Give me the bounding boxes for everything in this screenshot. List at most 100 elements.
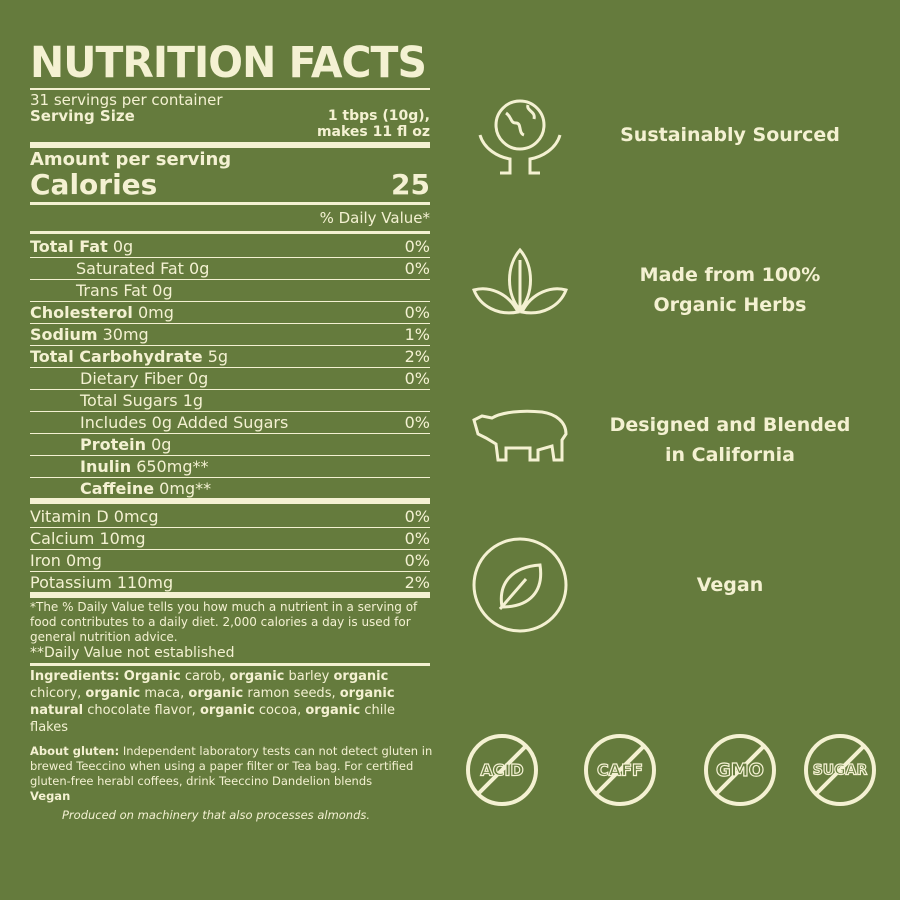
label-title: NUTRITION FACTS bbox=[30, 38, 427, 88]
ingredient-text: barley bbox=[284, 668, 334, 684]
nutrient-name: Sodium 30mg bbox=[30, 324, 149, 344]
nutrient-row: Includes 0g Added Sugars 0% bbox=[30, 412, 430, 434]
nutrient-name: Total Sugars 1g bbox=[80, 390, 204, 410]
gluten-note: About gluten: Independent laboratory tes… bbox=[30, 744, 450, 789]
feature-label: Vegan bbox=[696, 574, 764, 596]
ingredient-emphasis: organic bbox=[188, 685, 244, 701]
nutrient-dv: 0% bbox=[404, 412, 430, 432]
nutrient-row: Total Sugars 1g bbox=[30, 390, 430, 412]
nutrient-dv: 0% bbox=[404, 236, 430, 256]
vitamin-name: Potassium 110mg bbox=[30, 572, 174, 592]
divider bbox=[30, 230, 430, 234]
divider bbox=[30, 497, 430, 504]
nutrient-row: Total Fat 0g 0% bbox=[30, 236, 430, 258]
servings-per-container: 31 servings per container bbox=[30, 90, 223, 109]
badge-label: CAFF bbox=[597, 760, 643, 779]
no-sugar-icon: SUGAR bbox=[804, 734, 876, 806]
calories-value: 25 bbox=[391, 167, 430, 201]
gluten-label: About gluten: bbox=[30, 743, 120, 758]
allergen-note: Produced on machinery that also processe… bbox=[62, 807, 371, 822]
ingredient-text: chile flakes bbox=[30, 702, 395, 735]
nutrient-row: Saturated Fat 0g 0% bbox=[30, 258, 430, 280]
footnote-not-established: **Daily Value not established bbox=[30, 644, 235, 661]
ingredient-text: carob, bbox=[180, 668, 230, 684]
nutrient-dv: 0% bbox=[404, 258, 430, 278]
no-caff-icon: CAFF bbox=[584, 734, 656, 806]
vitamin-name: Calcium 10mg bbox=[30, 528, 146, 548]
feature-california: Designed and Blended in California bbox=[470, 390, 890, 490]
vitamin-dv: 0% bbox=[404, 550, 430, 570]
nutrient-name: Inulin 650mg** bbox=[80, 456, 209, 476]
ingredients-label: Ingredients: bbox=[30, 668, 120, 684]
ingredients: Ingredients: Organic carob, organic barl… bbox=[30, 668, 430, 736]
vitamin-row: Calcium 10mg 0% bbox=[30, 528, 430, 550]
nutrient-row: Protein 0g bbox=[30, 434, 430, 456]
serving-size-label: Serving Size bbox=[30, 106, 135, 125]
nutrient-row: Caffeine 0mg** bbox=[30, 478, 430, 499]
nutrient-name: Trans Fat 0g bbox=[76, 280, 173, 300]
vitamin-row: Iron 0mg 0% bbox=[30, 550, 430, 572]
globe-hands-icon bbox=[478, 99, 562, 175]
feature-organic-herbs: Made from 100% Organic Herbs bbox=[470, 240, 890, 340]
vitamin-dv: 2% bbox=[404, 572, 430, 592]
nutrient-name: Saturated Fat 0g bbox=[76, 258, 210, 278]
nutrient-name: Dietary Fiber 0g bbox=[80, 368, 209, 388]
nutrient-dv: 0% bbox=[404, 368, 430, 388]
divider bbox=[30, 141, 430, 148]
ingredient-emphasis: organic natural bbox=[30, 685, 395, 718]
no-gmo-icon: GMO bbox=[704, 734, 776, 806]
vitamin-row: Vitamin D 0mcg 0% bbox=[30, 506, 430, 528]
feature-sustainably-sourced: Sustainably Sourced bbox=[470, 85, 890, 185]
ingredient-text: chocolate flavor, bbox=[83, 702, 200, 718]
vitamin-name: Vitamin D 0mcg bbox=[30, 506, 159, 526]
footnote-daily-value: *The % Daily Value tells you how much a … bbox=[30, 599, 418, 644]
daily-value-header: % Daily Value* bbox=[319, 208, 430, 227]
feature-vegan: Vegan bbox=[470, 535, 890, 635]
leaf-circle-icon bbox=[472, 537, 568, 633]
ingredient-emphasis: Organic bbox=[123, 668, 181, 684]
serving-size-value: 1 tbps (10g), makes 11 fl oz bbox=[317, 108, 430, 140]
nutrient-row: Cholesterol 0mg 0% bbox=[30, 302, 430, 324]
divider bbox=[30, 662, 430, 666]
vitamin-row: Potassium 110mg 2% bbox=[30, 572, 430, 593]
vitamin-name: Iron 0mg bbox=[30, 550, 102, 570]
ingredient-emphasis: organic bbox=[229, 668, 285, 684]
vitamin-list: Vitamin D 0mcg 0% Calcium 10mg 0% Iron 0mg 0%… bbox=[30, 506, 430, 593]
vegan-note: Vegan bbox=[30, 788, 71, 803]
nutrient-name: Cholesterol 0mg bbox=[30, 302, 174, 322]
badge-label: ACID bbox=[480, 760, 523, 779]
nutrition-label: NUTRITION FACTS 31 servings per containe… bbox=[30, 38, 432, 823]
badge-label: GMO bbox=[716, 760, 764, 781]
calories-label: Calories bbox=[30, 167, 158, 201]
vitamin-dv: 0% bbox=[404, 528, 430, 548]
nutrient-name: Total Fat 0g bbox=[30, 236, 134, 256]
gluten-text: Independent laboratory tests can not det… bbox=[30, 743, 433, 788]
nutrient-row: Total Carbohydrate 5g 2% bbox=[30, 346, 430, 368]
feature-label: Designed and Blended in California bbox=[609, 414, 851, 466]
nutrient-row: Trans Fat 0g bbox=[30, 280, 430, 302]
ingredient-text: cocoa, bbox=[254, 702, 306, 718]
nutrient-dv: 1% bbox=[404, 324, 430, 344]
badge-label: SUGAR bbox=[813, 763, 868, 779]
no-acid-icon: ACID bbox=[466, 734, 538, 806]
nutrient-name: Total Carbohydrate 5g bbox=[30, 346, 229, 366]
vitamin-dv: 0% bbox=[404, 506, 430, 526]
calories-row: Calories 25 bbox=[30, 167, 430, 201]
divider bbox=[30, 88, 430, 90]
nutrient-row: Sodium 30mg 1% bbox=[30, 324, 430, 346]
ingredient-emphasis: organic bbox=[333, 668, 389, 684]
ingredient-text: maca, bbox=[140, 685, 189, 701]
serving-size-line-1: 1 tbps (10g), bbox=[327, 107, 430, 124]
nutrient-name: Caffeine 0mg** bbox=[80, 478, 212, 498]
ingredient-emphasis: organic bbox=[85, 685, 141, 701]
nutrient-row: Dietary Fiber 0g 0% bbox=[30, 368, 430, 390]
bear-icon bbox=[472, 409, 568, 462]
ingredient-emphasis: organic bbox=[305, 702, 361, 718]
nutrient-row: Inulin 650mg** bbox=[30, 456, 430, 478]
nutrient-list: Total Fat 0g 0% Saturated Fat 0g 0% Trans F… bbox=[30, 236, 430, 499]
divider bbox=[30, 591, 430, 598]
nutrient-dv: 2% bbox=[404, 346, 430, 366]
feature-label: Made from 100% Organic Herbs bbox=[639, 264, 821, 316]
feature-label: Sustainably Sourced bbox=[620, 124, 840, 146]
serving-size-line-2: makes 11 fl oz bbox=[316, 123, 430, 140]
